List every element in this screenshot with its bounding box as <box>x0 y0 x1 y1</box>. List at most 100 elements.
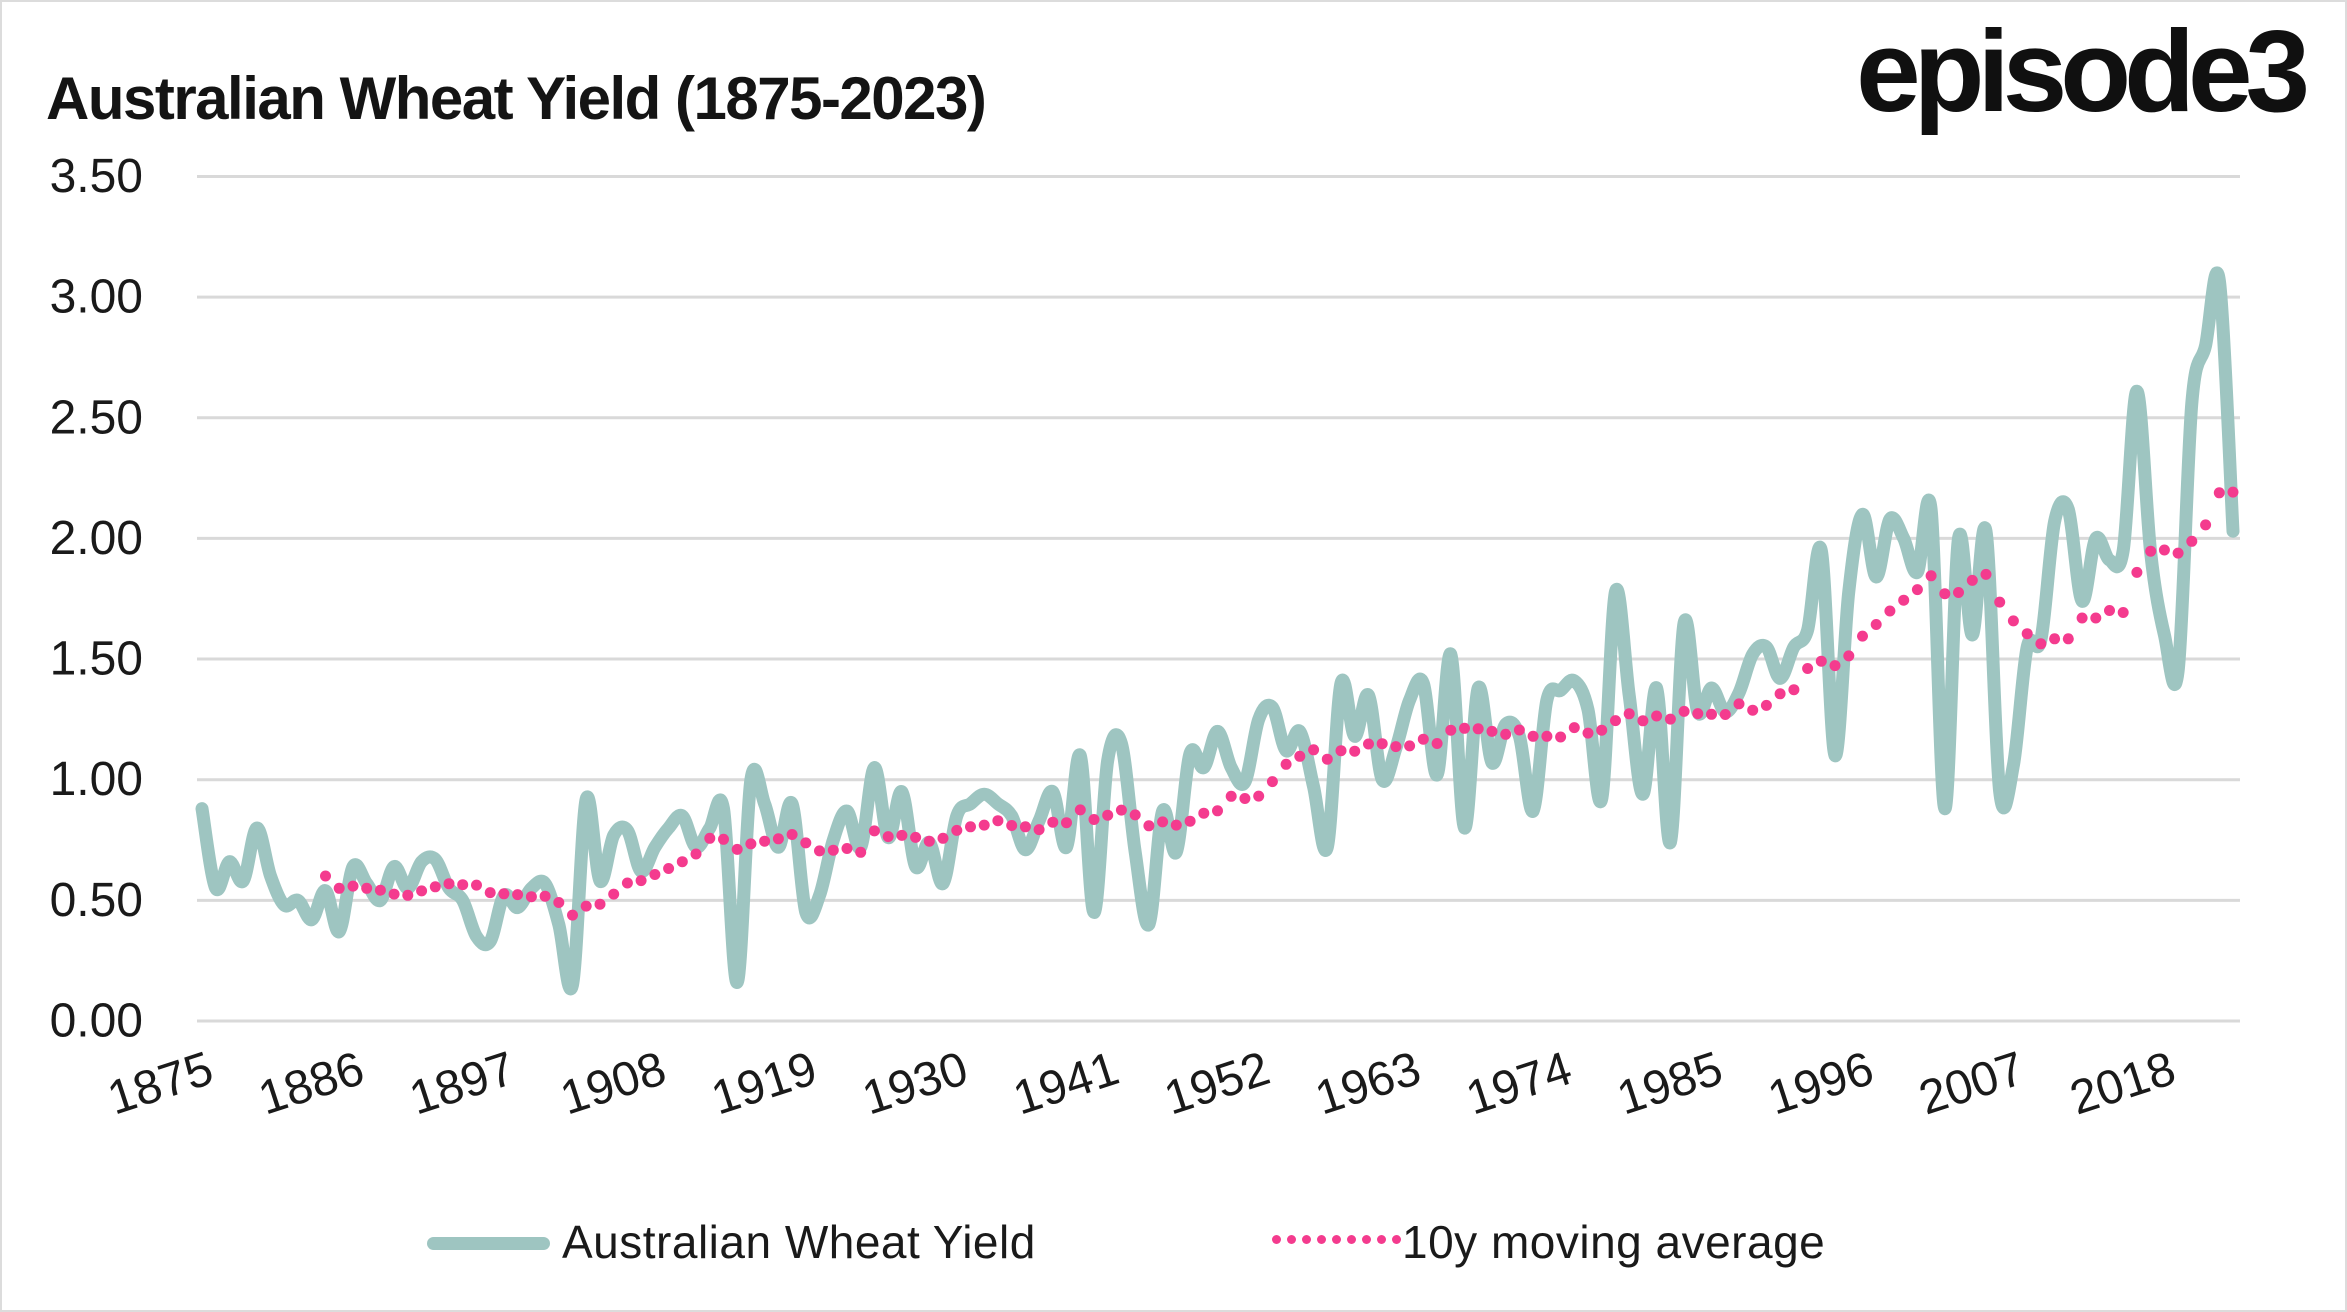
moving-average-dot <box>1953 587 1964 598</box>
moving-average-dot <box>1939 588 1951 600</box>
moving-average-dot <box>1088 814 1100 825</box>
moving-average-dot <box>1692 708 1704 720</box>
dot-icon <box>1317 1235 1326 1244</box>
moving-average-dot <box>1335 745 1347 757</box>
moving-average-dot <box>1074 804 1086 816</box>
moving-average-dot <box>1747 704 1759 716</box>
moving-average-dot <box>1884 605 1896 617</box>
moving-average-dot <box>1198 807 1210 819</box>
x-axis-tick-label: 1941 <box>1007 1042 1125 1125</box>
moving-average-dot <box>2035 638 2047 650</box>
moving-average-dot <box>1664 713 1676 725</box>
moving-average-dot <box>1225 790 1237 802</box>
moving-average-dot <box>1019 821 1031 833</box>
moving-average-dot <box>1115 804 1127 816</box>
moving-average-dot <box>896 829 908 841</box>
moving-average-dot <box>1472 723 1484 735</box>
moving-average-dot <box>1157 816 1169 828</box>
moving-average-dot <box>2186 535 2198 547</box>
moving-average-dot <box>1321 753 1333 765</box>
moving-average-dot <box>1349 745 1361 757</box>
x-axis-tick-label: 2018 <box>2064 1042 2182 1125</box>
moving-average-dot <box>2172 547 2184 559</box>
moving-average-dot <box>1390 741 1402 753</box>
teal-line-swatch <box>427 1237 550 1250</box>
moving-average-dot <box>937 832 949 844</box>
episode3-logo: episode3 <box>1856 6 2310 136</box>
moving-average-dot <box>1459 722 1470 734</box>
x-axis-tick-label: 1952 <box>1158 1042 1276 1125</box>
moving-average-dot <box>1500 728 1512 740</box>
moving-average-dot <box>1006 820 1018 831</box>
moving-average-dot <box>1719 709 1731 720</box>
dot-icon <box>1392 1235 1401 1244</box>
moving-average-dot <box>663 863 675 874</box>
moving-average-dot <box>1610 715 1621 727</box>
moving-average-dot <box>965 821 976 833</box>
moving-average-dot <box>1760 699 1772 711</box>
moving-average-dot <box>1212 805 1223 817</box>
moving-average-dot <box>1568 722 1580 734</box>
moving-average-dot <box>1843 650 1855 662</box>
moving-average-dot <box>416 885 428 897</box>
moving-average-dot <box>1857 630 1868 642</box>
x-axis-tick-label: 2007 <box>1913 1042 2031 1125</box>
moving-average-dot <box>567 909 578 921</box>
moving-average-dot <box>2227 486 2239 498</box>
moving-average-dot <box>1788 684 1800 696</box>
moving-average-dot <box>1033 824 1045 836</box>
moving-average-dot <box>594 898 606 910</box>
moving-average-dot <box>1911 584 1923 596</box>
moving-average-dot <box>800 837 812 849</box>
moving-average-dot <box>827 844 839 856</box>
y-axis-tick-label: 0.00 <box>50 995 143 1048</box>
moving-average-dot <box>1623 708 1635 720</box>
moving-average-dot <box>745 838 757 850</box>
moving-average-dot <box>772 833 784 845</box>
legend-label-moving-average: 10y moving average <box>1402 1216 1826 1268</box>
wheat-yield-line <box>195 266 2240 996</box>
moving-average-dot <box>333 882 345 894</box>
moving-average-dot <box>676 856 688 868</box>
dot-icon <box>1302 1235 1311 1244</box>
moving-average-dot <box>388 888 400 900</box>
moving-average-dot <box>1706 708 1717 720</box>
x-axis-tick-label: 1930 <box>856 1042 974 1125</box>
moving-average-dot <box>1102 809 1114 821</box>
moving-average-dot <box>1170 819 1182 831</box>
moving-average-dot <box>1829 660 1841 672</box>
moving-average-dot <box>1980 568 1992 580</box>
moving-average-dot <box>1280 758 1292 770</box>
x-axis-tick-label: 1897 <box>403 1042 521 1125</box>
moving-average-dot <box>2090 612 2102 624</box>
moving-average-dot <box>1815 655 1827 667</box>
moving-average-dot <box>2062 633 2074 645</box>
moving-average-dot <box>1363 738 1374 750</box>
moving-average-dot <box>553 897 565 908</box>
moving-average-dot <box>759 835 771 847</box>
moving-average-dot <box>1047 816 1059 828</box>
moving-average-dot <box>704 832 716 844</box>
moving-average-dot <box>1486 725 1498 737</box>
moving-average-dot <box>1239 793 1251 804</box>
moving-average-dot <box>2049 633 2061 645</box>
moving-average-dot <box>580 900 592 912</box>
moving-average-dot <box>2131 566 2143 578</box>
x-axis-tick-label: 1886 <box>252 1042 370 1125</box>
moving-average-dot <box>374 884 386 896</box>
y-axis-tick-label: 1.00 <box>50 753 143 806</box>
moving-average-dot <box>1445 724 1457 736</box>
moving-average-dot <box>1376 738 1388 750</box>
moving-average-dot <box>471 879 482 891</box>
moving-average-dot <box>814 845 825 857</box>
legend-label-yield: Australian Wheat Yield <box>562 1216 1036 1268</box>
chart-title: Australian Wheat Yield (1875-2023) <box>46 65 987 133</box>
moving-average-dot <box>361 882 373 894</box>
moving-average-dot <box>2158 544 2170 556</box>
moving-average-dot <box>320 870 331 882</box>
moving-average-dot <box>1870 619 1882 630</box>
moving-average-dot <box>1417 733 1429 745</box>
moving-average-dot <box>1404 740 1416 752</box>
moving-average-dot <box>402 889 414 901</box>
